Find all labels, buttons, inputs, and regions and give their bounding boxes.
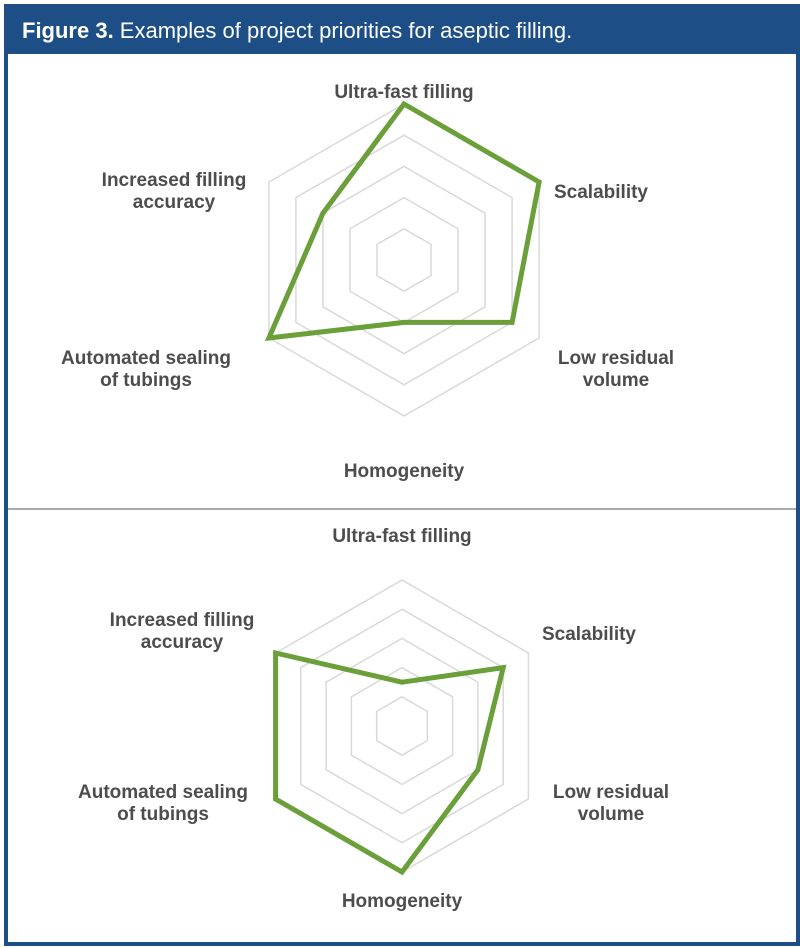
figure-frame: Figure 3. Examples of project priorities… xyxy=(4,4,800,946)
data-point-3 xyxy=(475,767,481,773)
data-point-3 xyxy=(509,319,515,325)
axis-label-4: Homogeneity xyxy=(342,891,463,912)
data-point-2 xyxy=(536,179,542,185)
data-point-6 xyxy=(273,650,279,656)
figure-label: Figure 3. xyxy=(22,18,114,43)
axis-label-5: Automated sealing of tubings xyxy=(61,348,231,391)
data-point-6 xyxy=(320,210,326,216)
series-line-0 xyxy=(273,649,507,876)
axis-label-6: Increased filling accuracy xyxy=(102,170,247,213)
axis-label-2: Scalability xyxy=(542,624,636,645)
axis-label-3: Low residual volume xyxy=(558,348,674,391)
axis-label-1: Ultra-fast filling xyxy=(332,526,471,547)
axis-label-6: Increased filling accuracy xyxy=(110,610,255,653)
grid-ring-5 xyxy=(268,103,540,417)
series-line-0 xyxy=(264,100,542,341)
grid-ring-2 xyxy=(349,196,459,324)
data-point-2 xyxy=(500,665,506,671)
data-point-5 xyxy=(273,796,279,802)
grid-ring-3 xyxy=(322,165,486,355)
grid-ring-3 xyxy=(325,637,479,815)
grid-ring-2 xyxy=(350,666,454,786)
data-point-1 xyxy=(401,101,407,107)
grid-ring-1 xyxy=(376,227,432,293)
data-point-4 xyxy=(399,869,405,875)
chart-divider xyxy=(8,508,796,510)
axis-label-5: Automated sealing of tubings xyxy=(78,782,248,825)
axis-label-4: Homogeneity xyxy=(344,461,465,482)
figure-caption: Examples of project priorities for asept… xyxy=(113,18,573,43)
data-point-1 xyxy=(399,679,405,685)
data-point-4 xyxy=(401,319,407,325)
data-point-5 xyxy=(266,335,272,341)
grid-ring-4 xyxy=(295,134,513,386)
figure-title: Figure 3. Examples of project priorities… xyxy=(8,8,796,54)
grid-ring-1 xyxy=(375,695,429,757)
radar-chart-bottom: Ultra-fast filling Scalability Low residua… xyxy=(78,526,669,912)
axis-label-2: Scalability xyxy=(554,182,648,203)
axis-label-3: Low residual volume xyxy=(553,782,669,825)
axis-label-1: Ultra-fast filling xyxy=(334,82,473,103)
grid-ring-4 xyxy=(300,608,504,844)
radar-chart-top: Ultra-fast filling Scalability Low residua… xyxy=(61,82,674,482)
